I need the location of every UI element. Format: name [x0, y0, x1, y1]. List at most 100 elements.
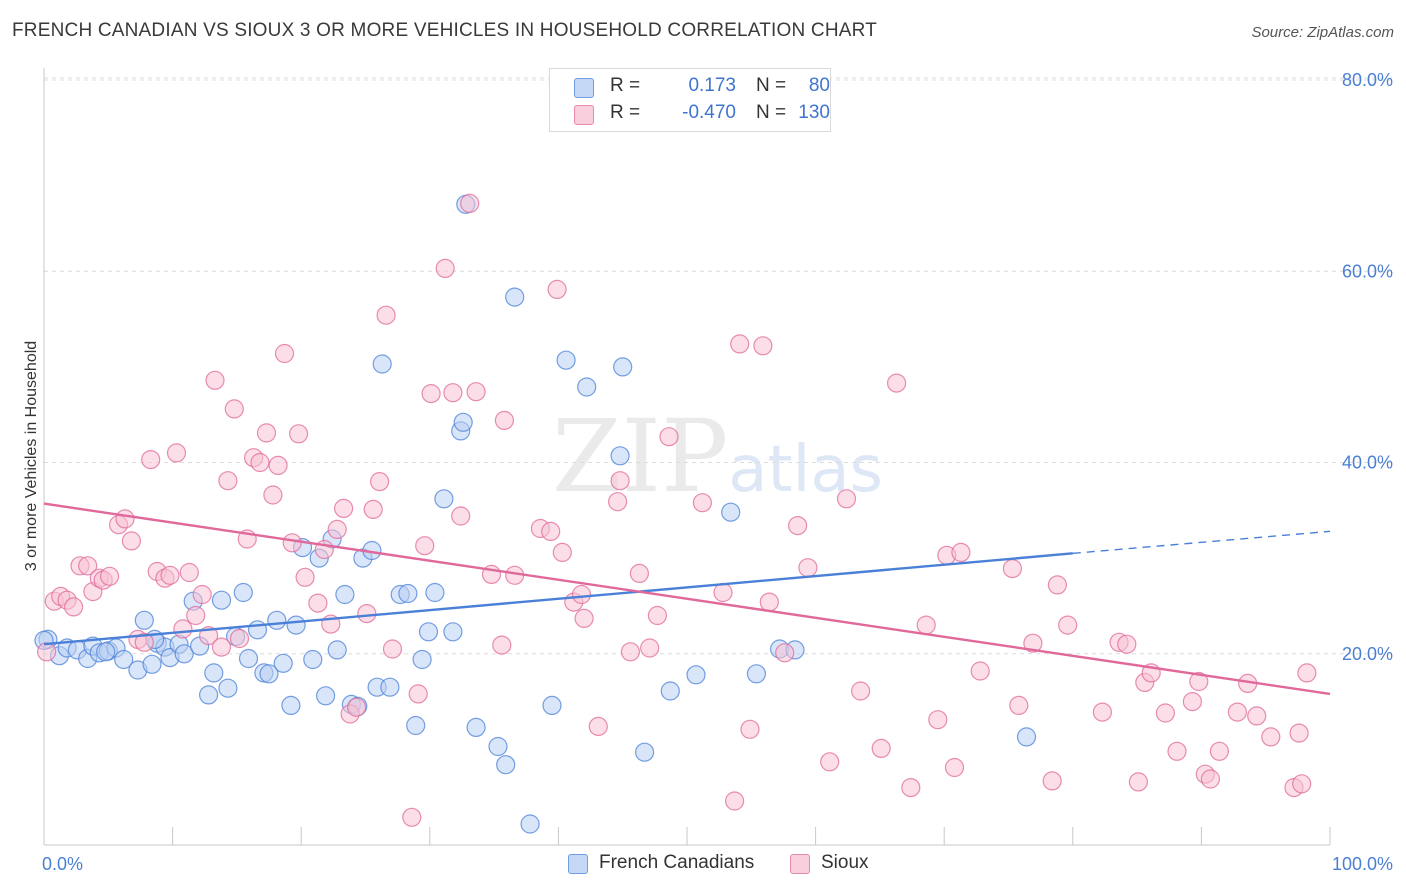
point-sioux — [78, 556, 98, 576]
y-tick-label: 80.0% — [1342, 70, 1393, 90]
point-sioux — [99, 566, 120, 586]
point-french-canadians — [267, 610, 287, 630]
point-sioux — [1002, 558, 1023, 579]
point-sioux — [901, 777, 921, 798]
y-tick-labels: 20.0% 40.0% 60.0% 80.0% — [1342, 70, 1393, 664]
point-french-canadians — [211, 590, 232, 610]
point-sioux — [836, 489, 857, 509]
point-sioux — [63, 597, 84, 617]
point-sioux — [494, 410, 514, 430]
point-sioux — [460, 193, 480, 213]
point-french-canadians — [520, 814, 540, 834]
point-sioux — [1189, 671, 1209, 692]
point-french-canadians — [542, 695, 562, 716]
point-sioux — [724, 791, 745, 811]
point-sioux — [775, 643, 795, 663]
point-sioux — [179, 562, 199, 583]
point-sioux — [1167, 741, 1187, 761]
point-sioux — [282, 533, 302, 553]
point-sioux — [370, 472, 390, 492]
point-french-canadians — [746, 664, 767, 684]
point-french-canadians — [577, 377, 597, 397]
point-french-canadians — [96, 642, 116, 662]
point-sioux — [1047, 575, 1068, 595]
point-french-canadians — [218, 678, 238, 698]
point-french-canadians — [418, 622, 439, 642]
point-french-canadians — [372, 354, 392, 374]
point-sioux — [928, 710, 948, 730]
point-sioux — [263, 485, 283, 505]
point-sioux — [753, 336, 773, 356]
point-sioux — [1058, 615, 1078, 635]
point-sioux — [218, 471, 238, 491]
point-sioux — [443, 383, 463, 403]
point-french-canadians — [453, 412, 473, 432]
y-axis-label: 3 or more Vehicles in Household — [23, 341, 40, 571]
point-sioux — [415, 536, 435, 556]
point-sioux — [547, 279, 567, 299]
x-tick-label-min: 0.0% — [42, 854, 83, 874]
point-sioux — [640, 638, 660, 658]
point-sioux — [250, 452, 270, 473]
y-tick-label: 40.0% — [1342, 453, 1393, 473]
point-sioux — [256, 423, 277, 443]
point-sioux — [850, 681, 871, 701]
legend-r-label: R = — [610, 102, 641, 123]
point-french-canadians — [380, 677, 400, 697]
point-sioux — [186, 605, 206, 626]
point-sioux — [820, 752, 840, 772]
legend-n-value: 80 — [808, 75, 830, 96]
point-french-canadians — [505, 287, 525, 307]
point-sioux — [1209, 741, 1230, 761]
point-french-canadians — [398, 583, 418, 604]
point-sioux — [408, 684, 428, 704]
trend-line-french-canadians-extension — [1072, 530, 1331, 555]
point-sioux — [357, 603, 377, 624]
legend-swatch-pink — [574, 105, 594, 125]
point-french-canadians — [174, 644, 194, 664]
point-french-canadians — [610, 446, 630, 466]
point-sioux — [1200, 769, 1221, 789]
point-sioux — [541, 521, 561, 542]
point-french-canadians — [303, 649, 323, 670]
point-sioux — [382, 639, 403, 659]
point-french-canadians — [425, 582, 445, 603]
point-french-canadians — [443, 622, 463, 642]
source-label: Source: ZipAtlas.com — [1251, 24, 1394, 41]
point-sioux — [1289, 723, 1309, 743]
point-sioux — [740, 719, 760, 739]
point-french-canadians — [335, 584, 355, 605]
legend-n-label: N = — [756, 75, 787, 96]
point-french-canadians — [406, 715, 426, 736]
point-french-canadians — [556, 350, 576, 370]
watermark-atlas: atlas — [728, 433, 883, 507]
point-sioux — [659, 427, 679, 447]
point-french-canadians — [286, 615, 306, 635]
trend-line-sioux — [43, 502, 1331, 696]
point-sioux — [916, 615, 936, 635]
legend-n-label: N = — [756, 102, 787, 123]
point-sioux — [1297, 663, 1317, 683]
point-sioux — [798, 558, 818, 578]
point-sioux — [205, 370, 225, 390]
series-swatch-pink — [790, 854, 810, 874]
point-sioux — [944, 757, 965, 778]
point-sioux — [295, 567, 315, 587]
series-label: Sioux — [821, 852, 869, 873]
point-sioux — [421, 384, 441, 404]
legend-n-value: 130 — [798, 102, 830, 123]
point-sioux — [224, 399, 244, 419]
point-sioux — [334, 498, 354, 518]
point-french-canadians — [233, 582, 253, 603]
point-sioux — [289, 424, 309, 444]
point-sioux — [363, 499, 383, 519]
point-sioux — [1292, 774, 1312, 794]
point-french-canadians — [1016, 727, 1037, 747]
point-sioux — [1117, 634, 1137, 654]
series-swatch-blue — [568, 854, 588, 874]
point-sioux — [713, 582, 733, 603]
point-french-canadians — [142, 654, 162, 674]
point-french-canadians — [281, 695, 301, 716]
point-sioux — [1092, 702, 1113, 722]
point-french-canadians — [204, 663, 224, 683]
